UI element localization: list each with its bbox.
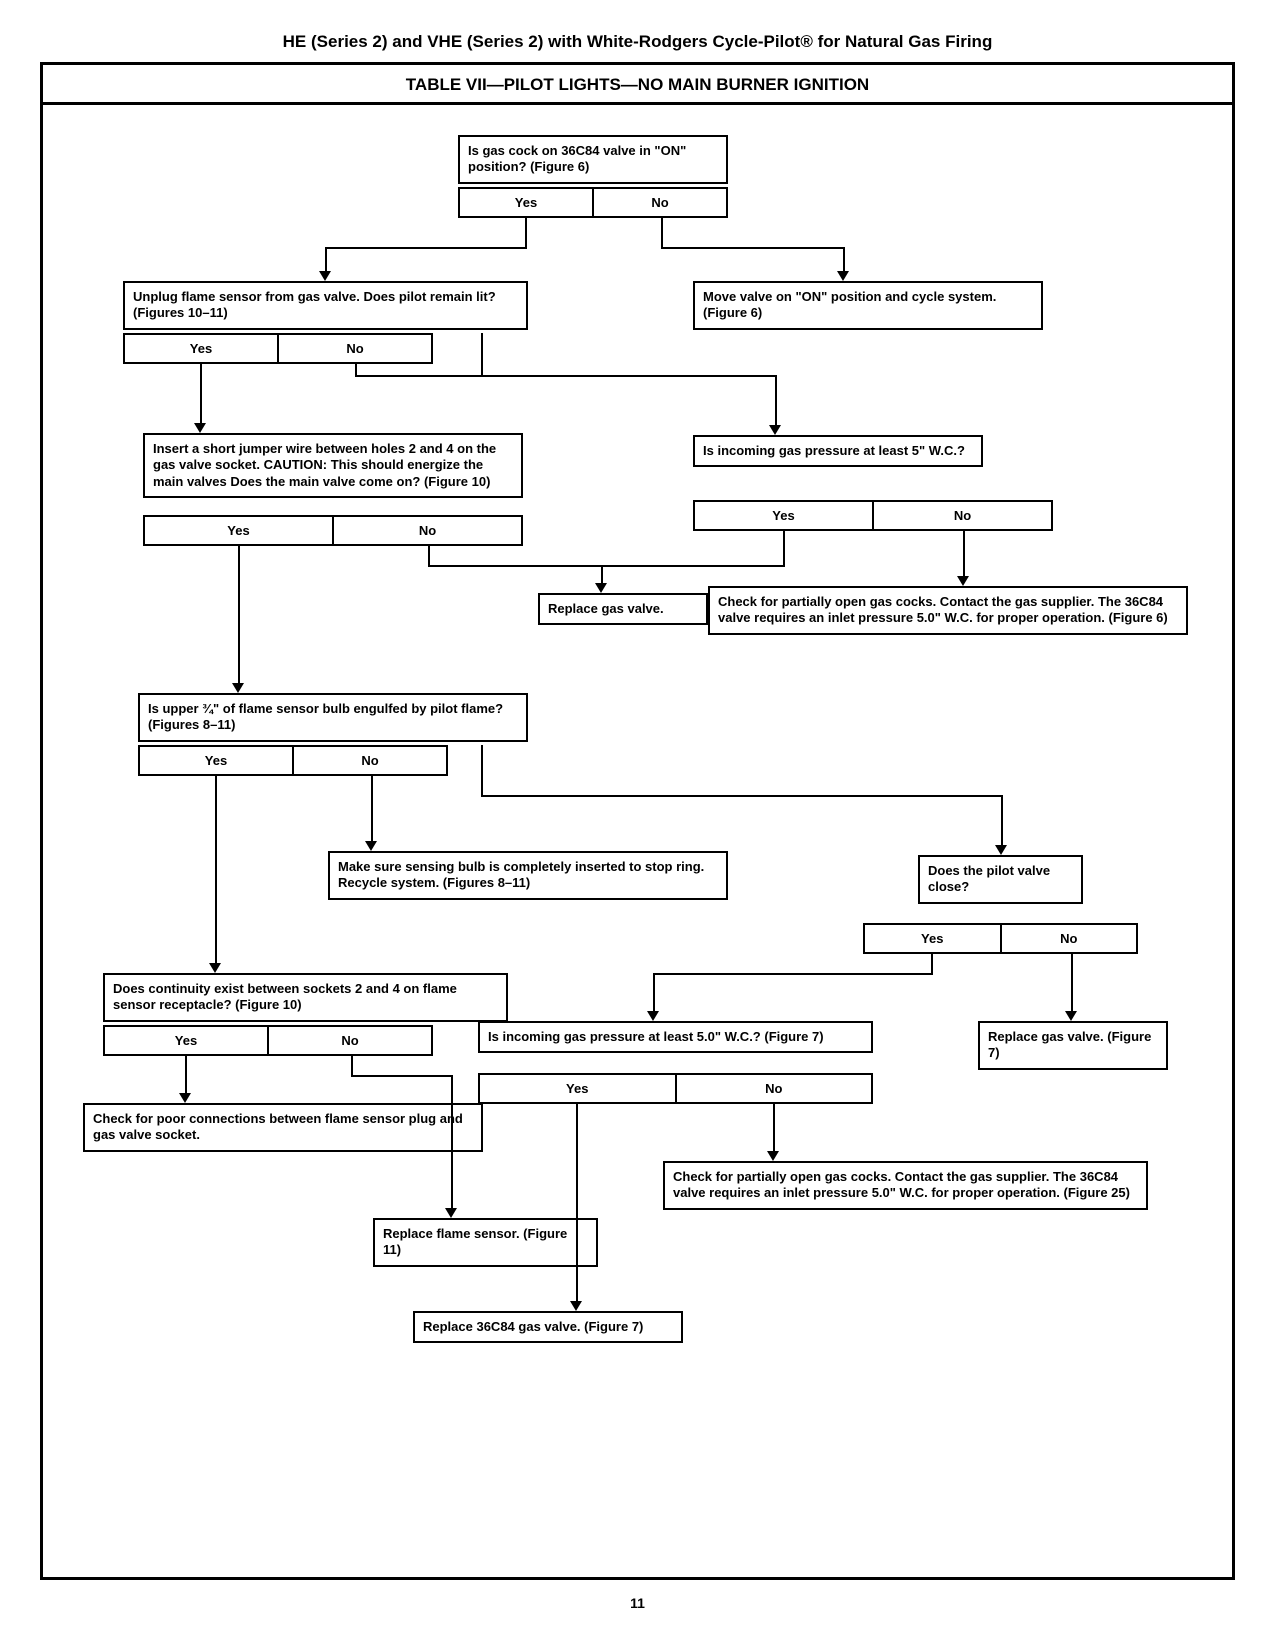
no-label: No	[292, 747, 446, 774]
arrow-down-icon	[769, 425, 781, 435]
table-title: TABLE VII—PILOT LIGHTS—NO MAIN BURNER IG…	[43, 65, 1232, 105]
connector	[653, 973, 933, 975]
connector	[661, 217, 663, 247]
arrow-down-icon	[837, 271, 849, 281]
node-check-poor-connections: Check for poor connections between flame…	[83, 1103, 483, 1152]
page-number: 11	[0, 1595, 1275, 1611]
connector	[325, 247, 327, 273]
yes-label: Yes	[865, 925, 1000, 952]
arrow-down-icon	[232, 683, 244, 693]
yes-label: Yes	[140, 747, 292, 774]
connector	[775, 375, 777, 427]
yes-label: Yes	[145, 517, 332, 544]
arrow-down-icon	[194, 423, 206, 433]
connector	[1071, 953, 1073, 1013]
node-insert-jumper: Insert a short jumper wire between holes…	[143, 433, 523, 498]
yes-label: Yes	[695, 502, 872, 529]
node-incoming-pressure-5b: Is incoming gas pressure at least 5.0" W…	[478, 1021, 873, 1053]
yesno-n5: Yes No	[693, 500, 1053, 531]
yesno-n10: Yes No	[863, 923, 1138, 954]
connector	[185, 1055, 187, 1095]
no-label: No	[332, 517, 521, 544]
arrow-down-icon	[319, 271, 331, 281]
node-unplug-flame-sensor: Unplug flame sensor from gas valve. Does…	[123, 281, 528, 330]
connector	[481, 333, 483, 375]
arrow-down-icon	[209, 963, 221, 973]
yes-label: Yes	[460, 189, 592, 216]
yesno-n12: Yes No	[478, 1073, 873, 1104]
connector	[451, 1075, 453, 1210]
arrow-down-icon	[995, 845, 1007, 855]
connector	[351, 1055, 353, 1075]
node-replace-36c84: Replace 36C84 gas valve. (Figure 7)	[413, 1311, 683, 1343]
yesno-n1: Yes No	[458, 187, 728, 218]
connector	[200, 363, 202, 425]
connector	[931, 953, 933, 973]
connector	[773, 1103, 775, 1153]
yesno-n2: Yes No	[123, 333, 433, 364]
document-header: HE (Series 2) and VHE (Series 2) with Wh…	[0, 32, 1275, 52]
node-replace-gas-valve-b: Replace gas valve. (Figure 7)	[978, 1021, 1168, 1070]
node-check-partial-open-a: Check for partially open gas cocks. Cont…	[708, 586, 1188, 635]
connector	[525, 217, 527, 247]
connector	[783, 530, 785, 565]
connector	[215, 775, 217, 965]
arrow-down-icon	[957, 576, 969, 586]
page: HE (Series 2) and VHE (Series 2) with Wh…	[0, 0, 1275, 1651]
no-label: No	[592, 189, 726, 216]
arrow-down-icon	[365, 841, 377, 851]
connector	[371, 775, 373, 843]
yesno-n4: Yes No	[143, 515, 523, 546]
node-replace-gas-valve: Replace gas valve.	[538, 593, 708, 625]
no-label: No	[872, 502, 1051, 529]
node-replace-flame-sensor: Replace flame sensor. (Figure 11)	[373, 1218, 598, 1267]
arrow-down-icon	[445, 1208, 457, 1218]
arrow-down-icon	[570, 1301, 582, 1311]
connector	[481, 745, 483, 795]
no-label: No	[277, 335, 431, 362]
node-incoming-pressure-5: Is incoming gas pressure at least 5" W.C…	[693, 435, 983, 467]
connector	[1001, 795, 1003, 847]
connector	[661, 247, 843, 249]
connector	[238, 545, 240, 685]
connector	[576, 1103, 578, 1303]
connector	[601, 565, 603, 585]
no-label: No	[1000, 925, 1137, 952]
yes-label: Yes	[105, 1027, 267, 1054]
connector	[351, 1075, 451, 1077]
connector	[653, 973, 655, 1013]
yesno-n8: Yes No	[138, 745, 448, 776]
connector	[843, 247, 845, 273]
connector	[963, 530, 965, 578]
yes-label: Yes	[480, 1075, 675, 1102]
arrow-down-icon	[767, 1151, 779, 1161]
connector	[428, 565, 603, 567]
connector	[428, 545, 430, 565]
no-label: No	[267, 1027, 431, 1054]
arrow-down-icon	[647, 1011, 659, 1021]
node-flame-sensor-bulb: Is upper ¾" of flame sensor bulb engulfe…	[138, 693, 528, 742]
arrow-down-icon	[1065, 1011, 1077, 1021]
yesno-n11: Yes No	[103, 1025, 433, 1056]
no-label: No	[675, 1075, 872, 1102]
node-continuity-sockets: Does continuity exist between sockets 2 …	[103, 973, 508, 1022]
arrow-down-icon	[179, 1093, 191, 1103]
node-move-valve-on: Move valve on "ON" position and cycle sy…	[693, 281, 1043, 330]
node-gas-cock-on: Is gas cock on 36C84 valve in "ON" posit…	[458, 135, 728, 184]
arrow-down-icon	[595, 583, 607, 593]
connector	[355, 375, 775, 377]
node-sensing-bulb-inserted: Make sure sensing bulb is completely ins…	[328, 851, 728, 900]
connector	[325, 247, 527, 249]
yes-label: Yes	[125, 335, 277, 362]
node-does-pilot-close: Does the pilot valve close?	[918, 855, 1083, 904]
diagram-frame: TABLE VII—PILOT LIGHTS—NO MAIN BURNER IG…	[40, 62, 1235, 1580]
connector	[603, 565, 785, 567]
node-check-partial-open-b: Check for partially open gas cocks. Cont…	[663, 1161, 1148, 1210]
connector	[481, 795, 1001, 797]
